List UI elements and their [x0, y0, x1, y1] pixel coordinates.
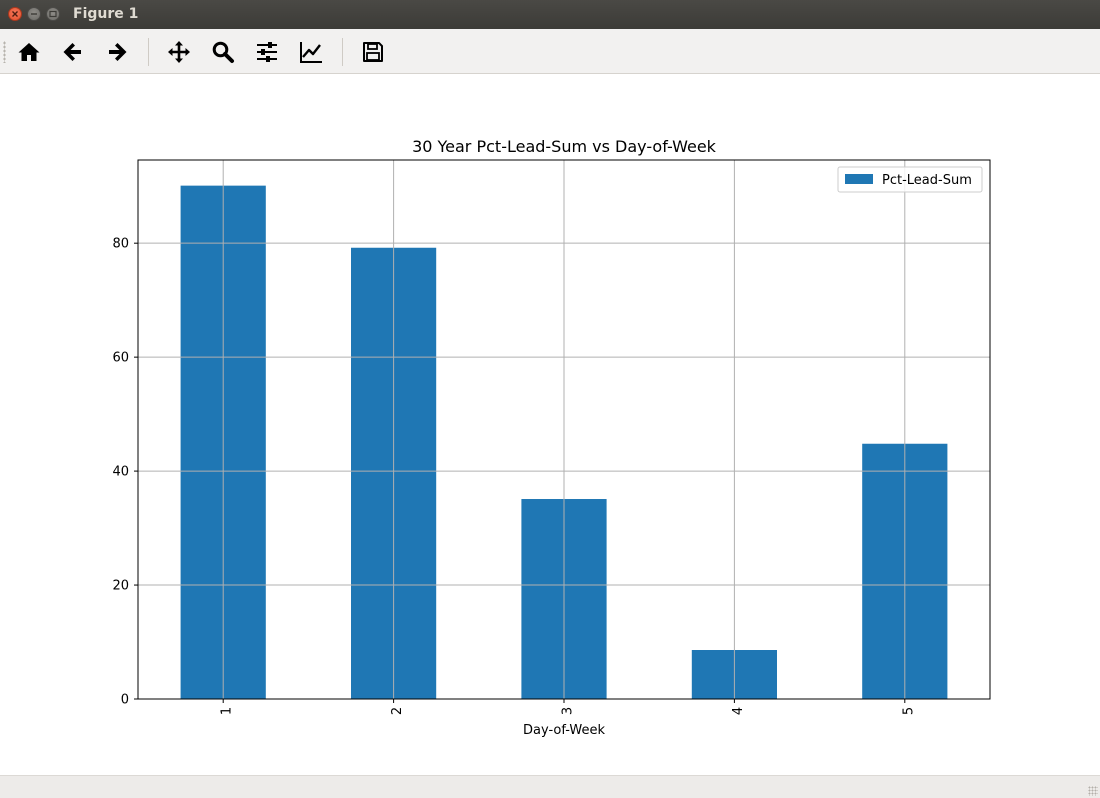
legend-box — [837, 166, 983, 193]
status-bar — [0, 775, 1100, 798]
x-tick-label: 4 — [731, 707, 746, 715]
y-tick-label: 0 — [121, 693, 129, 708]
chart-title: 30 Year Pct-Lead-Sum vs Day-of-Week — [412, 137, 717, 156]
forward-button[interactable] — [102, 37, 132, 67]
legend-swatch — [845, 174, 873, 184]
y-tick-label: 20 — [112, 579, 129, 594]
edit-axis-button[interactable] — [296, 37, 326, 67]
y-gridlines-overlay — [138, 242, 990, 586]
x-tick-label: 1 — [220, 707, 235, 715]
zoom-button[interactable] — [208, 37, 238, 67]
toolbar-grip[interactable] — [3, 41, 6, 63]
home-icon — [18, 43, 40, 61]
home-button[interactable] — [14, 37, 44, 67]
window-title: Figure 1 — [73, 6, 139, 22]
pan-button[interactable] — [164, 37, 194, 67]
x-ticks: 1 2 3 4 5 — [220, 699, 916, 715]
window-close-button[interactable] — [8, 7, 22, 21]
y-tick-label: 40 — [112, 465, 129, 480]
save-button[interactable] — [358, 37, 388, 67]
figure-canvas[interactable]: 1 2 3 4 5 0 20 40 60 80 30 Year Pct-Lead-Sum vs … — [0, 75, 1100, 775]
search-icon — [212, 41, 234, 63]
back-button[interactable] — [58, 37, 88, 67]
arrow-left-icon — [63, 43, 81, 61]
x-axis-label: Day-of-Week — [523, 723, 605, 738]
legend-label: Pct-Lead-Sum — [882, 173, 972, 188]
x-tick-label: 2 — [390, 707, 405, 715]
line-chart-icon — [300, 42, 322, 63]
y-tick-label: 80 — [112, 237, 129, 252]
x-gridlines-overlay — [222, 160, 906, 699]
maximize-icon — [49, 10, 57, 18]
x-tick-label: 3 — [561, 707, 576, 715]
minimize-icon — [31, 13, 37, 15]
close-icon — [12, 11, 18, 17]
toolbar-separator — [342, 38, 343, 66]
move-icon — [168, 41, 190, 63]
x-tick-label: 5 — [901, 707, 916, 715]
arrow-right-icon — [109, 43, 127, 61]
y-ticks: 0 20 40 60 80 — [112, 237, 138, 708]
configure-subplots-button[interactable] — [252, 37, 282, 67]
toolbar — [0, 29, 1100, 74]
toolbar-separator — [148, 38, 149, 66]
sliders-icon — [257, 42, 277, 62]
window-minimize-button[interactable] — [27, 7, 41, 21]
y-tick-label: 60 — [112, 351, 129, 366]
window-maximize-button[interactable] — [46, 7, 60, 21]
save-icon — [363, 42, 383, 62]
legend[interactable]: Pct-Lead-Sum — [837, 166, 983, 193]
window-titlebar: Figure 1 — [0, 0, 1100, 29]
resize-grip[interactable] — [1088, 786, 1098, 796]
